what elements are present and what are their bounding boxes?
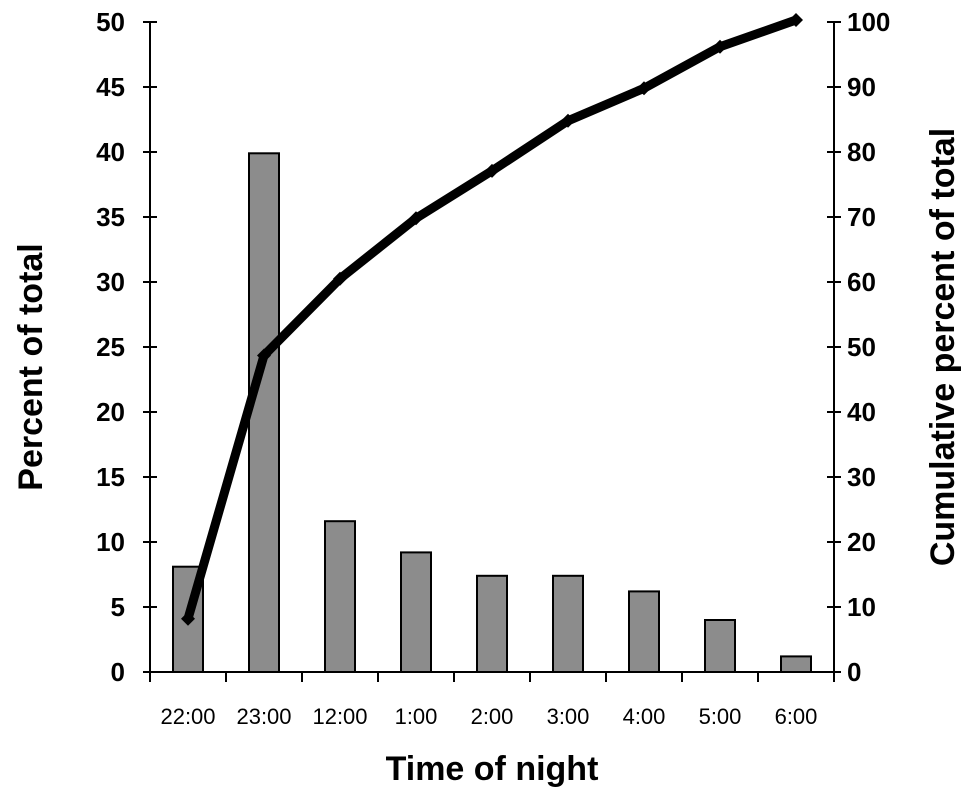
cumulative-marker-12:00: [333, 271, 347, 286]
y2-axis-title: Cumulative percent of total: [924, 128, 962, 566]
tick-labels-layer: 0 5 10 15 20 25 30 35 40 45 50 0 10 20 30 40 50 60 70 80 90 1…: [96, 7, 890, 729]
y2-tick-label: 10: [847, 592, 876, 622]
x-tick-label-12:00: 12:00: [312, 704, 367, 729]
y2-tick-label: 20: [847, 527, 876, 557]
y2-tick-label: 70: [847, 202, 876, 232]
bar-23:00: [248, 152, 280, 674]
bar-4:00: [628, 590, 660, 674]
y-tick-label: 40: [96, 137, 125, 167]
y-axis-title: Percent of total: [12, 243, 50, 490]
cumulative-marker-1:00: [409, 211, 423, 226]
axes-layer: [143, 21, 841, 682]
cumulative-line-layer: [181, 13, 803, 626]
bar-3:00: [552, 574, 584, 673]
y-tick-label: 25: [96, 332, 125, 362]
y-tick-label: 20: [96, 397, 125, 427]
cumulative-marker-23:00: [257, 348, 271, 363]
y-tick-label: 15: [96, 462, 125, 492]
x-tick-label-22:00: 22:00: [160, 704, 215, 729]
cumulative-marker-2:00: [485, 163, 499, 178]
x-tick-label-6:00: 6:00: [775, 704, 818, 729]
x-tick-label-4:00: 4:00: [623, 704, 666, 729]
y-tick-label: 30: [96, 267, 125, 297]
y2-tick-label: 30: [847, 462, 876, 492]
bar-1:00: [400, 551, 432, 674]
x-tick-label-2:00: 2:00: [471, 704, 514, 729]
x-tick-label-1:00: 1:00: [395, 704, 438, 729]
y-tick-label: 0: [111, 657, 125, 687]
cumulative-marker-3:00: [561, 113, 575, 128]
x-tick-label-3:00: 3:00: [547, 704, 590, 729]
y2-tick-label: 0: [847, 657, 861, 687]
x-tick-label-23:00: 23:00: [236, 704, 291, 729]
y2-tick-label: 40: [847, 397, 876, 427]
y2-tick-label: 80: [847, 137, 876, 167]
y2-tick-label: 50: [847, 332, 876, 362]
cumulative-marker-22:00: [181, 611, 195, 626]
bars-layer: [172, 152, 812, 674]
y-tick-label: 35: [96, 202, 125, 232]
y-tick-label: 50: [96, 7, 125, 37]
y2-tick-label: 90: [847, 72, 876, 102]
y-tick-label: 5: [111, 592, 125, 622]
cumulative-marker-5:00: [713, 39, 727, 54]
bar-2:00: [476, 574, 508, 673]
cumulative-marker-6:00: [789, 13, 803, 28]
bar-12:00: [324, 520, 356, 674]
x-axis-title: Time of night: [386, 750, 599, 788]
y2-tick-label: 60: [847, 267, 876, 297]
y-tick-label: 10: [96, 527, 125, 557]
bar-5:00: [704, 619, 736, 673]
y-tick-label: 45: [96, 72, 125, 102]
bar-6:00: [780, 655, 812, 674]
cumulative-marker-4:00: [637, 81, 651, 96]
y2-tick-label: 100: [847, 7, 890, 37]
x-tick-label-5:00: 5:00: [699, 704, 742, 729]
